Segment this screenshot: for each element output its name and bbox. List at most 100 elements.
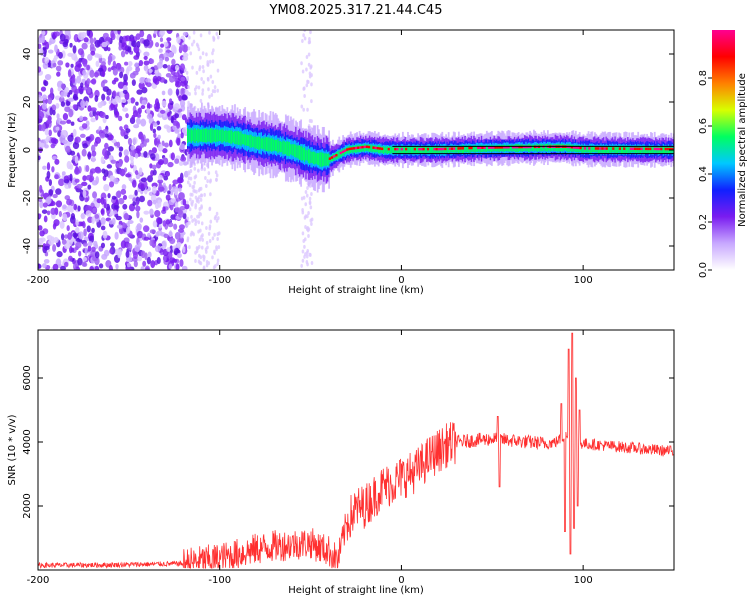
spectrogram-core-cell (372, 146, 375, 149)
spectrogram-noise-blob (71, 76, 76, 84)
spectrogram-band-cell (408, 146, 411, 154)
spectrogram-noise-blob (160, 43, 165, 48)
spectrogram-band-cell (324, 153, 327, 166)
spectrogram-band-cell (465, 145, 468, 153)
spectrogram-noise-blob (63, 179, 70, 184)
spectrogram-noise-blob (107, 67, 112, 72)
spectrogram-noise-blob (177, 176, 183, 184)
spectrogram-noise-blob (75, 241, 82, 249)
spectrogram-noise-blob (154, 98, 159, 107)
spectrogram-noise-blob (43, 80, 49, 87)
spectrogram-core-cell (461, 147, 464, 150)
spectrogram-noise-blob (143, 139, 147, 147)
spectrogram-core-cell (655, 147, 659, 151)
spectrogram-band-cell (325, 153, 328, 166)
spectrogram-noise-blob (94, 214, 100, 219)
spectrogram-noise-blob (122, 107, 129, 112)
spectrogram-band-cell (263, 138, 266, 149)
spectrogram-band-cell (403, 146, 406, 154)
spectrogram-noise-blob (41, 102, 48, 110)
spectrogram-core-cell (457, 147, 460, 150)
spectrogram-noise-blob (207, 171, 211, 176)
spectrogram-noise-blob (61, 171, 66, 176)
spectrogram-noise-blob (48, 239, 55, 246)
spectrogram-band-cell (544, 144, 547, 152)
snr-xtick-label: -100 (208, 575, 231, 586)
spectrogram-noise-blob (41, 34, 46, 44)
spectrogram-core-cell (354, 146, 358, 150)
spectrogram-noise-blob (75, 219, 79, 227)
spectrogram-noise-blob (84, 247, 88, 256)
spectrogram-noise-blob (131, 40, 137, 48)
spectrogram-noise-blob (116, 141, 121, 148)
spectrogram-noise-blob (210, 93, 214, 98)
spectrogram-noise-blob (56, 71, 61, 77)
spectrogram-noise-blob (38, 110, 45, 120)
spectrogram-noise-blob (52, 193, 58, 199)
spectrogram-noise-blob (300, 263, 303, 268)
spectrogram-noise-blob (44, 56, 50, 64)
spectrogram-xtick-label: 100 (574, 275, 593, 286)
spectrogram-core-cell (568, 145, 571, 149)
spectrogram-noise-blob (72, 93, 78, 100)
spectrogram-noise-blob (193, 166, 197, 171)
spectrogram-noise-blob (121, 184, 127, 190)
spectrogram-noise-blob (39, 184, 43, 193)
spectrogram-noise-blob (135, 33, 141, 41)
spectrogram-core-cell (394, 147, 397, 151)
spectrogram-noise-blob (206, 60, 210, 65)
spectrogram-noise-blob (153, 122, 158, 128)
spectrogram-noise-blob (79, 133, 86, 138)
spectrogram-noise-blob (52, 263, 59, 270)
spectrogram-noise-blob (200, 193, 203, 198)
spectrogram-noise-blob (201, 51, 205, 56)
spectrogram-core-cell (426, 147, 430, 151)
spectrogram-noise-blob (128, 194, 134, 200)
spectrogram-band-cell (627, 146, 629, 153)
spectrogram-noise-blob (200, 204, 203, 209)
spectrogram-noise-blob (46, 234, 53, 241)
spectrogram-noise-blob (201, 91, 204, 96)
spectrogram-noise-blob (199, 55, 202, 60)
spectrogram-noise-blob (170, 152, 175, 161)
spectrogram-core-cell (396, 147, 399, 151)
spectrogram-band-cell (386, 146, 389, 154)
spectrogram-noise-blob (102, 86, 110, 92)
spectrogram-noise-blob (108, 99, 112, 105)
spectrogram-noise-blob (48, 40, 52, 46)
spectrogram-noise-blob (70, 121, 75, 126)
spectrogram-noise-blob (309, 65, 312, 70)
spectrogram-core-cell (435, 147, 438, 151)
spectrogram-core-cell (649, 147, 652, 151)
spectrogram-band-cell (415, 146, 418, 154)
spectrogram-noise-blob (59, 220, 65, 229)
spectrogram-noise-blob (116, 224, 123, 229)
spectrogram-noise-blob (303, 244, 306, 249)
spectrogram-noise-blob (74, 136, 81, 144)
spectrogram-core-cell (348, 147, 351, 151)
spectrogram-noise-blob (197, 47, 201, 52)
spectrogram-noise-blob (41, 123, 46, 132)
spectrogram-band-cell (314, 151, 317, 165)
spectrogram-noise-blob (301, 258, 305, 263)
spectrogram-core-cell (352, 147, 355, 150)
spectrogram-noise-blob (139, 30, 145, 38)
spectrogram-band-cell (337, 151, 339, 159)
spectrogram-noise-blob (201, 64, 205, 69)
spectrogram-band-cell (287, 141, 290, 156)
spectrogram-noise-blob (95, 168, 102, 174)
spectrogram-core-cell (605, 147, 608, 150)
spectrogram-band-cell (455, 146, 458, 153)
spectrogram-noise-blob (131, 114, 136, 120)
spectrogram-band-cell (399, 146, 402, 154)
spectrogram-core-cell (577, 146, 580, 150)
spectrogram-noise-blob (81, 58, 88, 65)
spectrogram-noise-blob (146, 175, 153, 183)
spectrogram-noise-blob (38, 104, 42, 113)
spectrogram-noise-blob (143, 51, 150, 57)
spectrogram-band-cell (296, 145, 299, 158)
spectrogram-core-cell (405, 147, 408, 151)
spectrogram-core-cell (640, 147, 643, 151)
spectrogram-core-cell (596, 147, 600, 150)
spectrogram-noise-blob (163, 233, 169, 239)
